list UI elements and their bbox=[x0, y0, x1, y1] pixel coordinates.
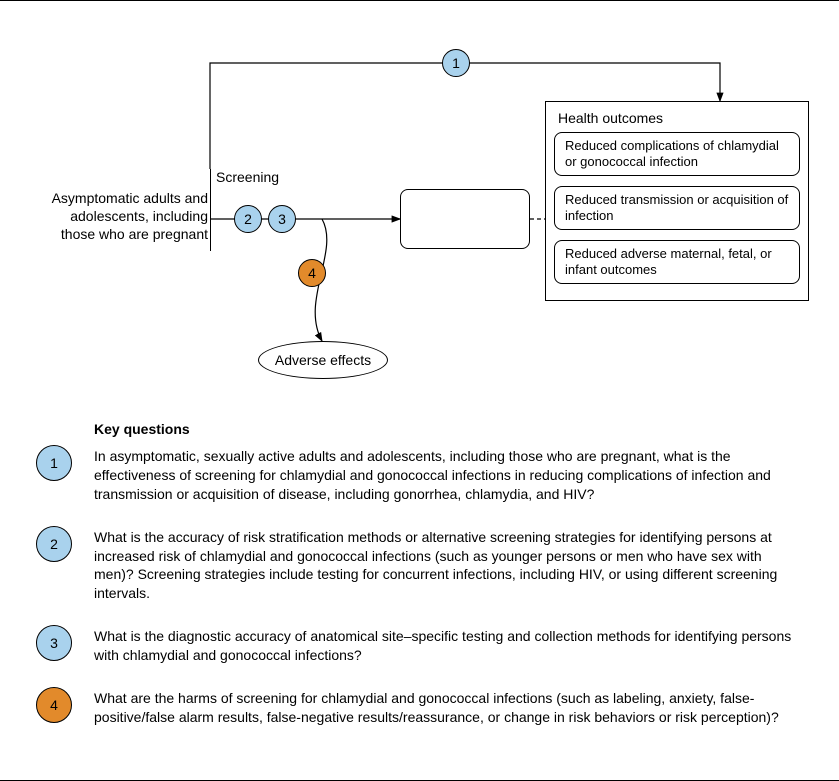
kq-text-2: What is the accuracy of risk stratificat… bbox=[94, 528, 803, 604]
kq-row-4: 4 What are the harms of screening for ch… bbox=[36, 689, 803, 727]
kq-row-1: 1 In asymptomatic, sexually active adult… bbox=[36, 447, 803, 504]
kq1-marker: 1 bbox=[442, 49, 470, 77]
kq-text-4: What are the harms of screening for chla… bbox=[94, 689, 803, 727]
page: Asymptomatic adults and adolescents, inc… bbox=[0, 0, 839, 781]
adverse-effects-node: Adverse effects bbox=[258, 341, 388, 379]
intermediate-box bbox=[400, 189, 530, 249]
kq-row-2: 2 What is the accuracy of risk stratific… bbox=[36, 528, 803, 604]
kq3-marker: 3 bbox=[268, 205, 296, 233]
key-questions-section: Key questions 1 In asymptomatic, sexuall… bbox=[0, 421, 839, 737]
health-outcomes-header: Health outcomes bbox=[558, 110, 800, 126]
health-outcomes-container: Health outcomes Reduced complications of… bbox=[545, 101, 809, 301]
population-rule bbox=[210, 169, 211, 251]
kq2-marker: 2 bbox=[234, 205, 262, 233]
outcome-2: Reduced transmission or acquisition of i… bbox=[554, 186, 800, 230]
outcome-3: Reduced adverse maternal, fetal, or infa… bbox=[554, 240, 800, 284]
kq-circle-1: 1 bbox=[36, 445, 72, 481]
kq-circle-3: 3 bbox=[36, 625, 72, 661]
kq-circle-2: 2 bbox=[36, 526, 72, 562]
kq4-marker: 4 bbox=[298, 259, 326, 287]
flowchart-diagram: Asymptomatic adults and adolescents, inc… bbox=[0, 1, 839, 401]
kq-text-3: What is the diagnostic accuracy of anato… bbox=[94, 627, 803, 665]
population-label: Asymptomatic adults and adolescents, inc… bbox=[40, 189, 208, 244]
kq-circle-4: 4 bbox=[36, 687, 72, 723]
screening-label: Screening bbox=[216, 169, 279, 185]
key-questions-header: Key questions bbox=[94, 421, 803, 437]
kq-row-3: 3 What is the diagnostic accuracy of ana… bbox=[36, 627, 803, 665]
outcome-1: Reduced complications of chlamydial or g… bbox=[554, 132, 800, 176]
kq-text-1: In asymptomatic, sexually active adults … bbox=[94, 447, 803, 504]
